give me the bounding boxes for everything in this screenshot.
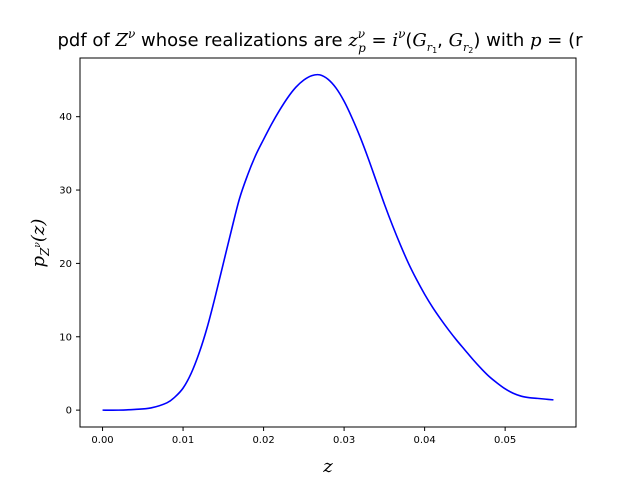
y-tick-label: 40 (59, 112, 72, 123)
title-i: i (392, 30, 398, 51)
title-equals: = (366, 30, 393, 51)
y-label-arg: (z) (28, 219, 49, 243)
title-comma: , (437, 30, 448, 51)
x-axis-label: z (322, 456, 333, 477)
title-with: with (480, 30, 530, 51)
x-tick-label: 0.01 (172, 435, 194, 446)
title-G1-sub: r (427, 41, 433, 54)
title-prefix: pdf of (57, 30, 115, 51)
y-tick-label: 30 (59, 186, 72, 197)
title-z-sup: ν (358, 27, 365, 41)
x-tick-label: 0.03 (333, 435, 355, 446)
x-tick-label: 0.00 (91, 435, 113, 446)
pdf-series-line (102, 73, 554, 411)
plot-area-frame (79, 57, 577, 428)
y-tick-label: 0 (66, 406, 72, 417)
title-rparen: ) (473, 30, 480, 51)
title-G2-sub: r (463, 41, 469, 54)
y-tick-label: 10 (59, 332, 72, 343)
x-tick-label: 0.04 (413, 435, 435, 446)
title-G2-subsub: 2 (468, 46, 473, 55)
title-G1: G (412, 30, 426, 51)
ticks-layer: 0.00 0.01 0.02 0.03 0.04 0.05 0 10 20 30 40 (59, 112, 516, 446)
title-middle: whose realizations are (135, 30, 348, 51)
title-G1-subsub: 1 (432, 46, 437, 55)
x-tick-label: 0.02 (252, 435, 274, 446)
title-G2: G (449, 30, 463, 51)
y-label-p: p (28, 255, 49, 267)
title-equals-2: = (542, 30, 569, 51)
title-lparen: ( (405, 30, 412, 51)
title-z-sub: p (358, 41, 366, 55)
y-label-nu: ν (33, 242, 43, 248)
chart-title: pdf of Zν whose realizations are zν p = i… (57, 27, 583, 55)
y-label-Z: Z (38, 247, 52, 257)
y-tick-label: 20 (59, 259, 72, 270)
series-layer (102, 73, 554, 411)
title-Z-sup: ν (128, 27, 135, 41)
title-Z: Z (114, 30, 128, 51)
title-z: z (347, 30, 358, 51)
y-axis-label: pZν(z) (28, 219, 52, 268)
title-p: p (530, 30, 542, 51)
x-tick-label: 0.05 (494, 435, 516, 446)
title-i-sup: ν (398, 27, 405, 41)
title-tail: (r (568, 30, 583, 51)
